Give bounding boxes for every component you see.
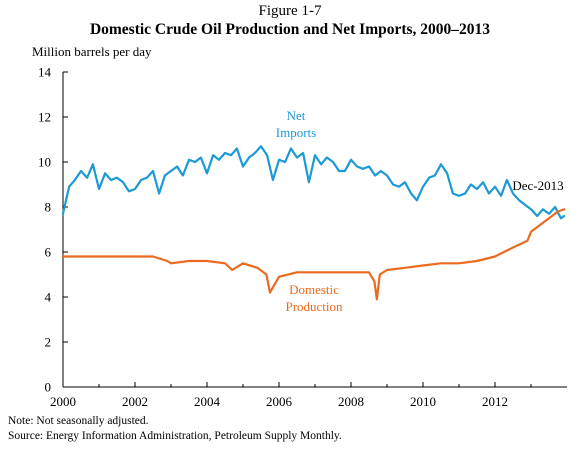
net-imports-label-line1: Net <box>287 108 306 123</box>
x-tick-label: 2004 <box>194 394 221 409</box>
y-tick-label: 4 <box>45 290 52 305</box>
note-text: Note: Not seasonally adjusted. <box>8 415 149 427</box>
y-tick-label: 10 <box>38 155 51 170</box>
y-tick-label: 6 <box>45 245 52 260</box>
ticks: 0 2 4 6 8 10 12 14 2000 2002 2004 2006 2008 2010 2012 <box>38 65 532 409</box>
x-tick-label: 2002 <box>122 394 148 409</box>
series-lines <box>61 145 566 301</box>
x-tick-label: 2010 <box>410 394 436 409</box>
y-tick-label: 2 <box>45 335 52 350</box>
source-text: Source: Energy Information Administratio… <box>8 430 342 442</box>
x-tick-label: 2006 <box>266 394 293 409</box>
y-axis-label: Million barrels per day <box>32 44 152 59</box>
x-tick-label: 2000 <box>50 394 76 409</box>
net-imports-label-line2: Imports <box>276 125 316 140</box>
figure-number: Figure 1-7 <box>258 3 322 19</box>
notes: Note: Not seasonally adjusted. Source: E… <box>8 414 342 444</box>
chart-title: Domestic Crude Oil Production and Net Im… <box>89 21 491 38</box>
y-tick-label: 12 <box>38 110 51 125</box>
domestic-production-label-line2: Production <box>285 299 343 314</box>
domestic-production-label-line1: Domestic <box>289 282 339 297</box>
x-tick-label: 2012 <box>482 394 508 409</box>
y-tick-label: 0 <box>45 380 52 395</box>
dec-2013-annotation: Dec-2013 <box>512 178 563 193</box>
domestic-production-line <box>61 208 566 301</box>
x-tick-label: 2008 <box>338 394 364 409</box>
axes <box>62 72 567 388</box>
y-tick-label: 14 <box>38 65 52 80</box>
net-imports-line <box>61 145 566 220</box>
series-labels: Net Imports Domestic Production Dec-2013 <box>276 108 564 314</box>
y-tick-label: 8 <box>45 200 52 215</box>
